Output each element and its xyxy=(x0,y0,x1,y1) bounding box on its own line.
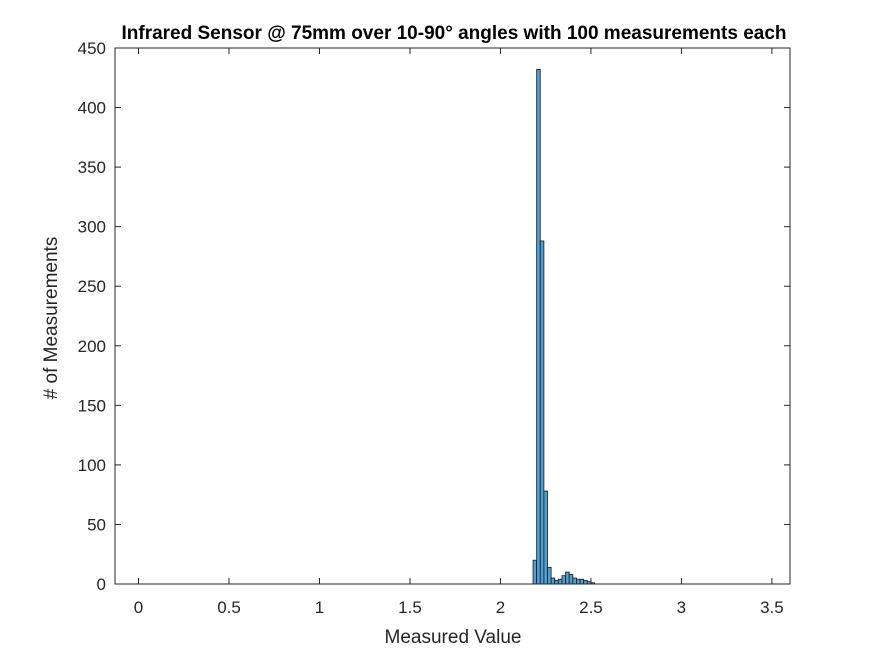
plot-frame xyxy=(114,47,791,585)
histogram-bar xyxy=(583,580,588,585)
x-tick-label: 2.5 xyxy=(579,598,603,617)
histogram-bar xyxy=(536,69,541,585)
x-tick-label: 0.5 xyxy=(217,598,241,617)
histogram-bar xyxy=(579,578,585,585)
y-tick-label: 0 xyxy=(97,575,106,594)
y-axis-ticks: 0 50 100 150 200 250 300 350 400 450 xyxy=(78,39,790,594)
y-axis-label: # of Measurements xyxy=(41,237,62,400)
histogram-bar xyxy=(532,559,538,585)
x-tick-label: 0 xyxy=(134,598,143,617)
x-tick-label: 3.5 xyxy=(760,598,784,617)
histogram-bar xyxy=(547,566,552,585)
y-tick-label: 150 xyxy=(78,396,106,415)
histogram-bar xyxy=(565,571,570,585)
histogram-bars xyxy=(532,69,595,585)
histogram-bar xyxy=(557,578,563,585)
y-tick-label: 450 xyxy=(78,39,106,58)
x-axis-label: Measured Value xyxy=(385,627,522,648)
y-tick-label: 200 xyxy=(78,337,106,356)
y-tick-label: 100 xyxy=(78,456,106,475)
x-tick-label: 3 xyxy=(677,598,686,617)
x-tick-label: 2 xyxy=(496,598,505,617)
x-axis-ticks: 0 0.5 1 1.5 2 2.5 3 3.5 xyxy=(134,48,784,617)
histogram-bar xyxy=(568,574,574,585)
x-tick-label: 1.5 xyxy=(398,598,422,617)
y-tick-label: 350 xyxy=(78,158,106,177)
y-tick-label: 50 xyxy=(87,515,106,534)
y-tick-label: 300 xyxy=(78,218,106,237)
histogram-bar xyxy=(539,240,545,585)
histogram-bar xyxy=(550,577,556,585)
histogram-bar xyxy=(576,578,581,585)
chart-title: Infrared Sensor @ 75mm over 10-90° angle… xyxy=(121,23,786,44)
x-tick-label: 1 xyxy=(315,598,324,617)
y-tick-label: 400 xyxy=(78,99,106,118)
histogram-bar xyxy=(543,490,548,585)
histogram-bar xyxy=(561,575,567,585)
histogram-bar xyxy=(554,580,559,585)
y-tick-label: 250 xyxy=(78,277,106,296)
histogram-bar xyxy=(572,577,577,585)
